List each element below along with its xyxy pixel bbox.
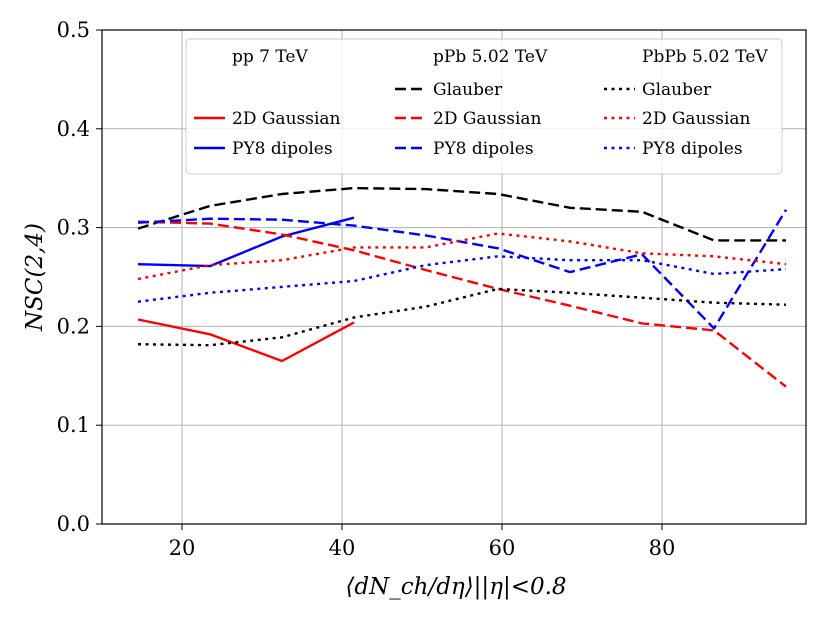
legend-header-pp: pp 7 TeV [232, 47, 308, 67]
legend-box [185, 38, 783, 175]
legend-label-pbpb-glauber: Glauber [642, 80, 712, 100]
legend-header-pbpb: PbPb 5.02 TeV [642, 47, 768, 67]
x-tick-label: 40 [329, 536, 356, 560]
legend-label-ppb-glauber: Glauber [433, 80, 503, 100]
series-line-ppb-py8-dipoles [137, 209, 788, 330]
plot-series [137, 186, 788, 388]
series-line-pp-py8-dipoles [137, 216, 355, 268]
y-tick-label: 0.2 [57, 314, 90, 338]
x-tick-label: 20 [169, 536, 196, 560]
y-axis-title: NSC(2,4) [22, 223, 48, 332]
series-line-ppb-2d-gaussian [137, 220, 787, 388]
axis-ticks: 20 40 60 80 0.0 0.1 0.2 0.3 0.4 0.5 [57, 18, 676, 560]
series-line-pp-2d-gaussian [137, 318, 355, 363]
legend-label-pp-2d-gaussian: 2D Gaussian [232, 109, 341, 129]
y-tick-label: 0.1 [57, 413, 90, 437]
legend-header-ppb: pPb 5.02 TeV [433, 47, 548, 67]
y-tick-label: 0.3 [57, 216, 90, 240]
y-tick-label: 0.5 [57, 18, 90, 42]
legend-label-pp-py8-dipoles: PY8 dipoles [232, 139, 333, 159]
x-axis-title: ⟨dN_ch/dη⟩||η|<0.8 [345, 574, 566, 600]
legend-label-pbpb-py8-dipoles: PY8 dipoles [642, 139, 743, 159]
legend-label-ppb-2d-gaussian: 2D Gaussian [433, 109, 542, 129]
y-tick-label: 0.4 [57, 117, 90, 141]
y-tick-label: 0.0 [57, 512, 90, 536]
legend-label-ppb-py8-dipoles: PY8 dipoles [433, 139, 534, 159]
series-line-ppb-glauber [137, 186, 786, 242]
plot-frame [101, 29, 807, 525]
x-tick-label: 80 [649, 536, 676, 560]
x-tick-label: 60 [489, 536, 516, 560]
series-line-pbpb-glauber [137, 287, 787, 347]
legend: pp 7 TeV pPb 5.02 TeV PbPb 5.02 TeV 2D G… [185, 38, 783, 175]
legend-label-pbpb-2d-gaussian: 2D Gaussian [642, 109, 751, 129]
